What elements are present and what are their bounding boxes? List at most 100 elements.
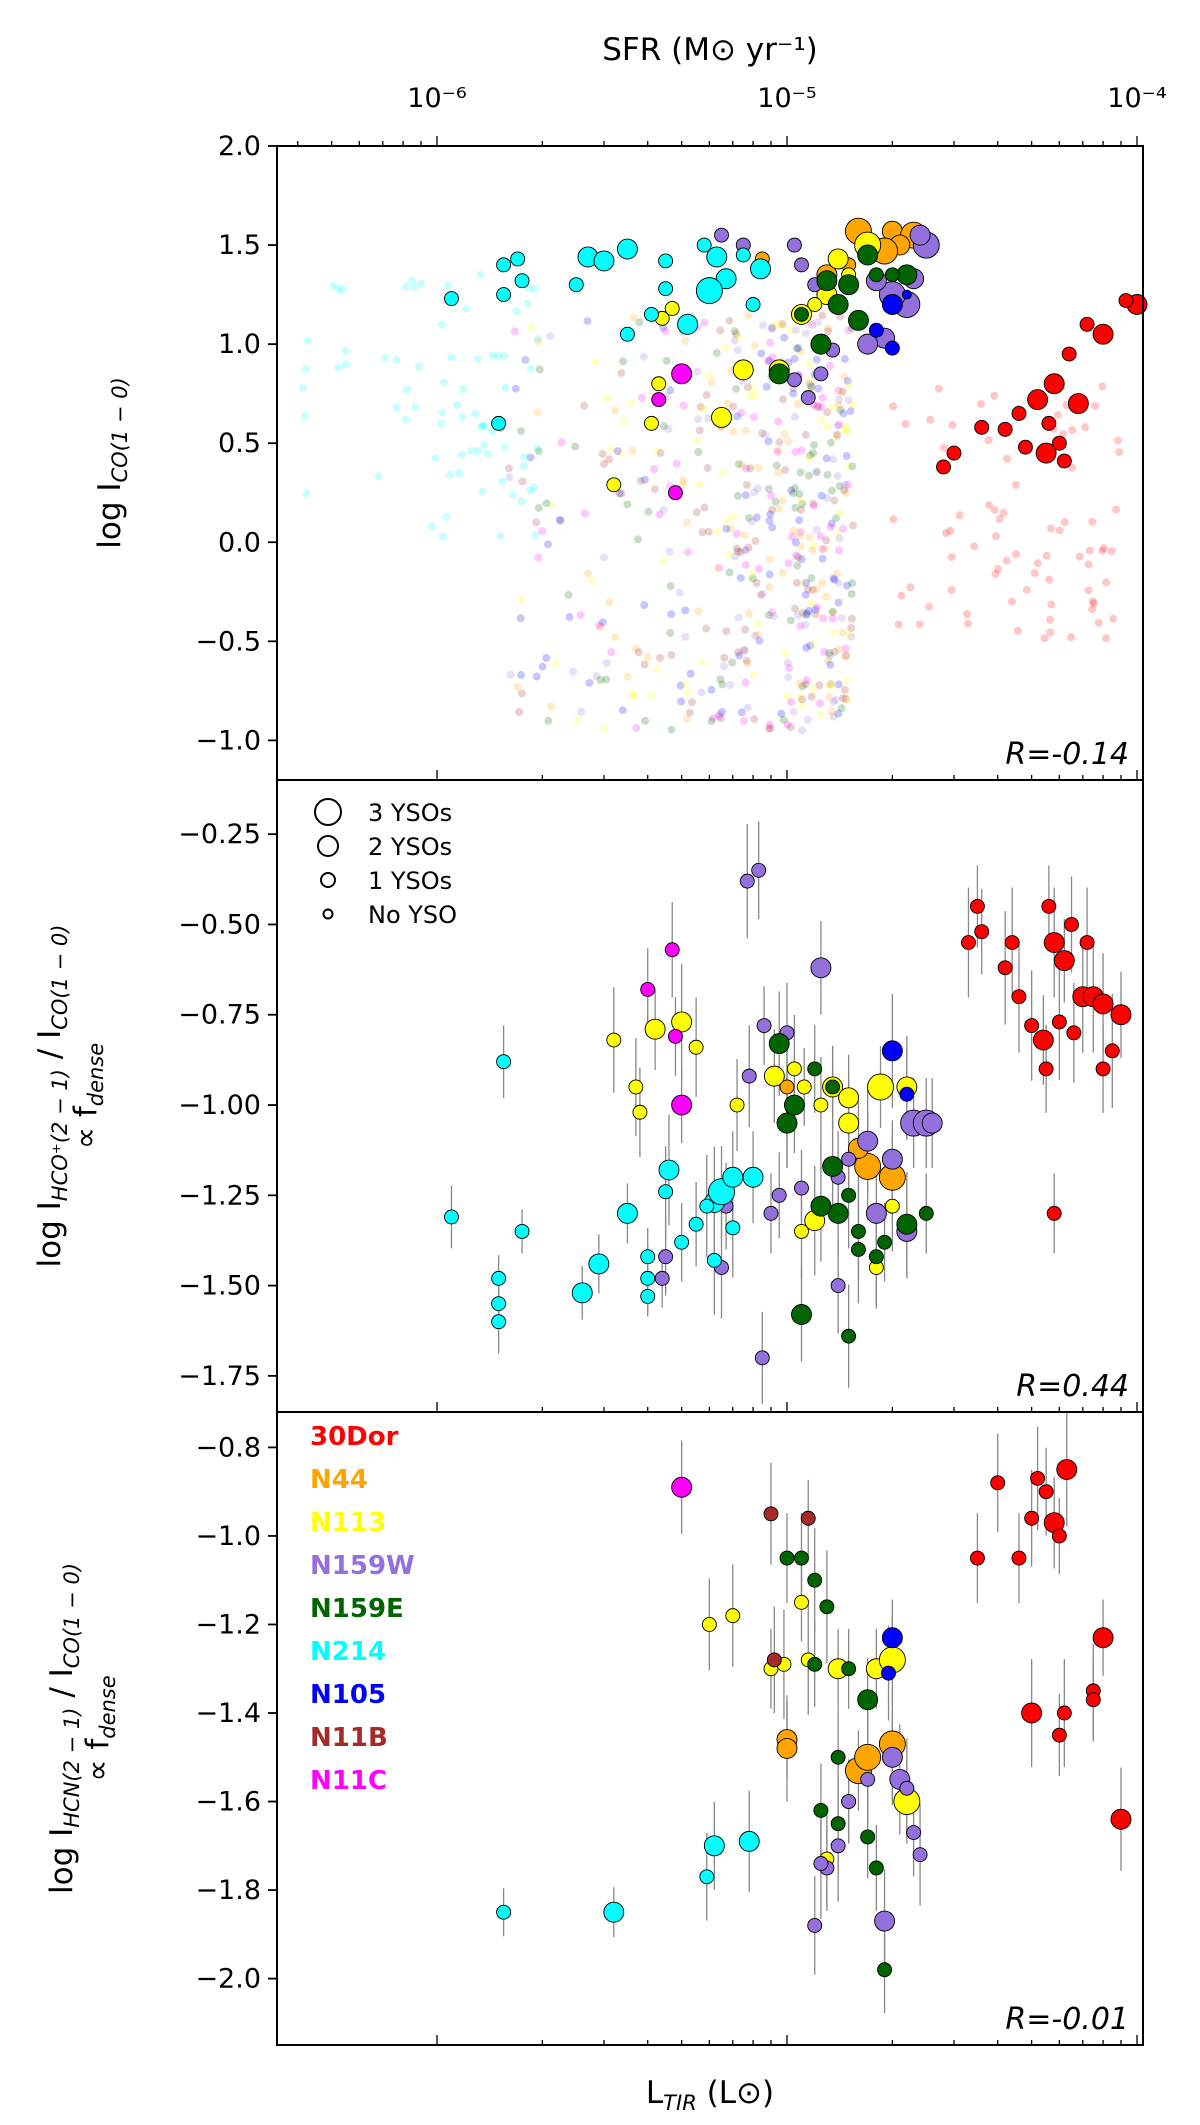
background-point xyxy=(518,477,527,486)
background-point xyxy=(715,710,724,719)
background-point xyxy=(576,610,585,619)
background-point xyxy=(844,462,853,471)
background-point xyxy=(676,681,685,690)
data-point-n113 xyxy=(628,1079,644,1095)
background-point xyxy=(453,400,462,409)
background-point xyxy=(546,702,555,711)
data-point-30dor xyxy=(1061,346,1077,362)
data-point-n159w xyxy=(763,1205,779,1221)
background-point xyxy=(648,691,657,700)
background-point xyxy=(840,425,849,434)
background-point xyxy=(605,598,614,607)
background-point xyxy=(750,391,759,400)
background-point xyxy=(407,276,416,285)
background-point xyxy=(704,414,713,423)
legend-region-n214: N214 xyxy=(310,1637,386,1667)
background-point xyxy=(392,403,401,412)
background-point xyxy=(801,680,810,689)
background-point xyxy=(809,449,818,458)
background-point xyxy=(810,610,819,619)
background-point xyxy=(696,402,705,411)
data-point-n11c xyxy=(671,363,693,385)
data-point-30dor xyxy=(990,1475,1006,1491)
background-point xyxy=(496,532,505,541)
data-point-n159e xyxy=(825,1079,841,1095)
data-point-n214 xyxy=(616,1202,638,1224)
data-point-n214 xyxy=(715,268,737,290)
background-point xyxy=(793,561,802,570)
background-point xyxy=(765,720,774,729)
background-point xyxy=(828,614,837,623)
data-point-n214 xyxy=(674,1234,690,1250)
background-point xyxy=(462,304,471,313)
background-point xyxy=(664,424,673,433)
background-point xyxy=(692,436,701,445)
data-point-n113 xyxy=(671,1011,693,1033)
background-point xyxy=(764,484,773,493)
data-point-n159w xyxy=(810,957,832,979)
data-point-n159w xyxy=(754,1350,770,1366)
data-point-30dor xyxy=(1011,406,1027,421)
data-point-n113 xyxy=(838,1112,860,1134)
background-point xyxy=(812,585,821,594)
background-point xyxy=(849,401,858,410)
background-point xyxy=(741,427,750,436)
y-tick-label-top: −1.0 xyxy=(195,725,261,756)
background-point xyxy=(611,406,620,415)
data-point-n214 xyxy=(514,1223,530,1239)
background-point xyxy=(834,401,843,410)
background-point xyxy=(640,660,649,669)
data-point-n113 xyxy=(838,1087,860,1109)
background-point xyxy=(834,546,843,555)
background-point xyxy=(825,649,834,658)
background-point xyxy=(686,669,695,678)
background-point xyxy=(1102,634,1111,643)
background-point xyxy=(519,462,528,471)
background-point xyxy=(787,697,796,706)
background-point xyxy=(748,569,757,578)
background-point xyxy=(790,484,799,493)
background-point xyxy=(764,357,773,366)
svg-text:∝ fdense: ∝ fdense xyxy=(80,1675,120,1781)
background-point xyxy=(778,568,787,577)
background-point xyxy=(515,707,524,716)
data-point-n214 xyxy=(640,1249,656,1265)
data-point-n214 xyxy=(593,250,615,272)
background-point xyxy=(817,416,826,425)
data-point-30dor xyxy=(969,898,985,914)
background-point xyxy=(580,401,589,410)
legend-region-n113: N113 xyxy=(310,1508,386,1538)
background-point xyxy=(542,499,551,508)
background-point xyxy=(681,606,690,615)
data-point-n214 xyxy=(658,1159,680,1181)
background-point xyxy=(795,679,804,688)
background-point xyxy=(619,357,628,366)
y-tick-label-top: −0.5 xyxy=(195,626,261,657)
data-point-n159w xyxy=(865,1202,887,1224)
data-point-30dor xyxy=(1046,1205,1062,1221)
background-point xyxy=(721,344,730,353)
background-point xyxy=(732,529,741,538)
background-point xyxy=(529,483,538,492)
background-point xyxy=(794,553,803,562)
background-point xyxy=(995,515,1004,524)
background-point xyxy=(796,528,805,537)
background-point xyxy=(835,420,844,429)
background-point xyxy=(813,467,822,476)
background-point xyxy=(555,515,564,524)
background-point xyxy=(947,586,956,595)
data-point-n159e xyxy=(776,1112,798,1134)
svg-text:log IHCN(2 − 1) / ICO(1 − 0): log IHCN(2 − 1) / ICO(1 − 0) xyxy=(44,1563,84,1894)
background-point xyxy=(446,470,455,479)
background-point xyxy=(618,706,627,715)
background-point xyxy=(825,692,834,701)
background-point xyxy=(804,606,813,615)
background-point xyxy=(730,512,739,521)
background-point xyxy=(596,675,605,684)
data-point-n214 xyxy=(444,291,459,307)
background-point xyxy=(505,473,514,482)
background-point xyxy=(573,716,582,725)
data-point-30dor xyxy=(1110,1004,1132,1026)
background-point xyxy=(807,574,816,583)
background-point xyxy=(765,583,774,592)
